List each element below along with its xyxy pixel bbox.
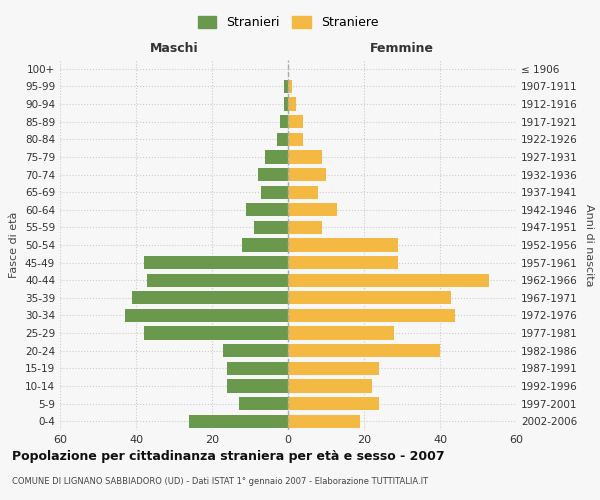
Bar	[189, 414, 288, 428]
Text: Femmine: Femmine	[370, 42, 434, 54]
Bar	[288, 238, 398, 252]
Bar	[288, 274, 490, 287]
Bar	[277, 132, 288, 146]
Bar	[143, 256, 288, 269]
Bar	[239, 397, 288, 410]
Bar	[288, 326, 394, 340]
Bar	[288, 150, 322, 164]
Bar	[254, 221, 288, 234]
Bar	[288, 309, 455, 322]
Bar	[265, 150, 288, 164]
Bar	[280, 115, 288, 128]
Y-axis label: Fasce di età: Fasce di età	[10, 212, 19, 278]
Bar	[288, 98, 296, 110]
Bar	[223, 344, 288, 358]
Bar	[288, 168, 326, 181]
Bar	[288, 380, 371, 392]
Bar	[288, 186, 319, 198]
Bar	[262, 186, 288, 198]
Bar	[288, 397, 379, 410]
Y-axis label: Anni di nascita: Anni di nascita	[584, 204, 594, 286]
Bar	[132, 291, 288, 304]
Bar	[125, 309, 288, 322]
Bar	[148, 274, 288, 287]
Bar	[288, 291, 451, 304]
Bar	[288, 414, 360, 428]
Bar	[288, 203, 337, 216]
Bar	[288, 362, 379, 375]
Text: COMUNE DI LIGNANO SABBIADORO (UD) - Dati ISTAT 1° gennaio 2007 - Elaborazione TU: COMUNE DI LIGNANO SABBIADORO (UD) - Dati…	[12, 478, 428, 486]
Legend: Stranieri, Straniere: Stranieri, Straniere	[193, 11, 383, 34]
Bar	[242, 238, 288, 252]
Bar	[288, 344, 440, 358]
Bar	[288, 115, 303, 128]
Bar	[284, 80, 288, 93]
Bar	[257, 168, 288, 181]
Bar	[246, 203, 288, 216]
Bar	[288, 80, 292, 93]
Bar	[284, 98, 288, 110]
Bar	[288, 256, 398, 269]
Bar	[288, 132, 303, 146]
Bar	[288, 221, 322, 234]
Bar	[227, 380, 288, 392]
Text: Popolazione per cittadinanza straniera per età e sesso - 2007: Popolazione per cittadinanza straniera p…	[12, 450, 445, 463]
Bar	[227, 362, 288, 375]
Bar	[143, 326, 288, 340]
Text: Maschi: Maschi	[149, 42, 199, 54]
